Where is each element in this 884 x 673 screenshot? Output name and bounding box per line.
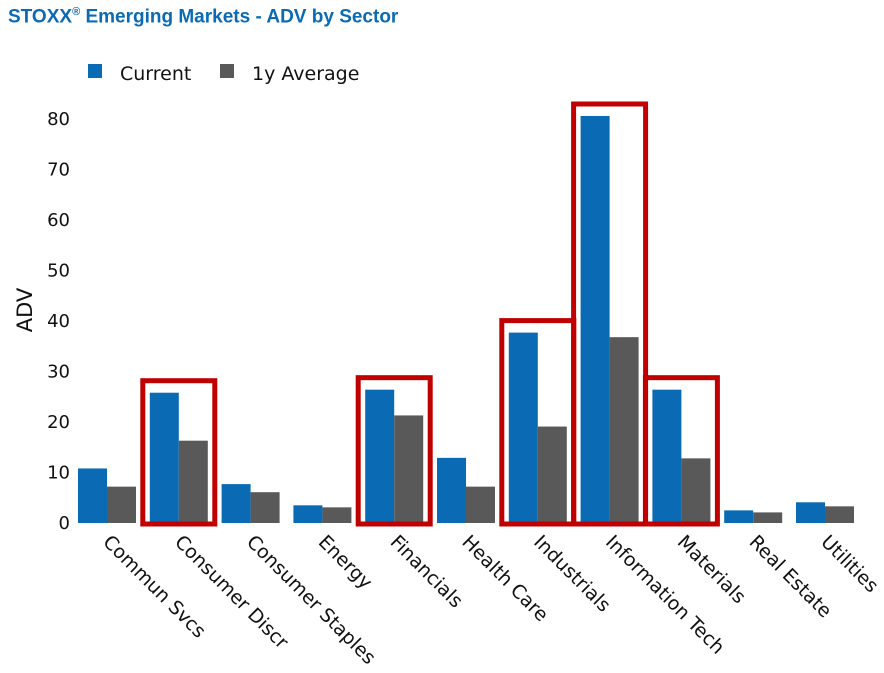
- bar-average: [322, 507, 352, 523]
- y-tick-label: 40: [47, 311, 70, 332]
- bar-current: [580, 115, 610, 523]
- y-tick-label: 0: [59, 513, 70, 534]
- highlight-box: [355, 375, 433, 527]
- legend-label: 1y Average: [252, 63, 359, 85]
- legend-swatch: [88, 64, 102, 78]
- y-tick-label: 70: [47, 160, 70, 181]
- x-tick-label: Financials: [386, 531, 467, 612]
- bar-current: [508, 332, 538, 523]
- y-tick-label: 20: [47, 412, 70, 433]
- highlight-box: [571, 101, 649, 527]
- bar-average: [250, 492, 280, 523]
- y-axis-label: ADV: [13, 287, 37, 332]
- bar-average: [178, 440, 208, 523]
- bar-current: [796, 502, 825, 523]
- bar-current: [365, 389, 395, 523]
- y-tick-label: 60: [47, 210, 70, 231]
- legend-swatch: [220, 64, 234, 78]
- legend: Current 1y Average: [88, 63, 359, 85]
- y-tick-label: 30: [47, 362, 70, 383]
- bar-average: [466, 486, 495, 523]
- y-tick-label: 80: [47, 109, 70, 130]
- x-tick-label: Energy: [314, 531, 377, 594]
- bar-average: [609, 337, 639, 523]
- y-axis-ticks: 0 10 20 30 40 50 60 70 80: [47, 109, 70, 534]
- bar-current: [724, 510, 754, 523]
- bar-average: [394, 415, 424, 523]
- bar-average: [681, 458, 711, 523]
- bar-current: [652, 389, 682, 523]
- bar-average: [753, 512, 783, 523]
- chart-title: STOXX® Emerging Markets - ADV by Sector: [8, 6, 399, 28]
- highlight-box: [642, 375, 720, 527]
- x-tick-label: Materials: [673, 531, 750, 608]
- x-tick-label: Consumer Staples: [242, 531, 380, 669]
- x-tick-label: Information Tech: [601, 531, 729, 659]
- highlight-box: [140, 378, 218, 527]
- bar-current: [293, 505, 323, 523]
- legend-label: Current: [120, 63, 191, 85]
- y-tick-label: 50: [47, 261, 70, 282]
- bar-current: [149, 392, 179, 523]
- bar-average: [825, 506, 854, 523]
- bars: [78, 115, 854, 523]
- y-tick-label: 10: [47, 463, 70, 484]
- highlight-boxes: [140, 101, 720, 527]
- bar-current: [221, 484, 251, 523]
- bar-current: [437, 457, 466, 523]
- x-tick-label: Utilities: [816, 531, 882, 597]
- bar-average: [537, 426, 567, 523]
- bar-current: [78, 468, 107, 523]
- bar-average: [107, 486, 136, 523]
